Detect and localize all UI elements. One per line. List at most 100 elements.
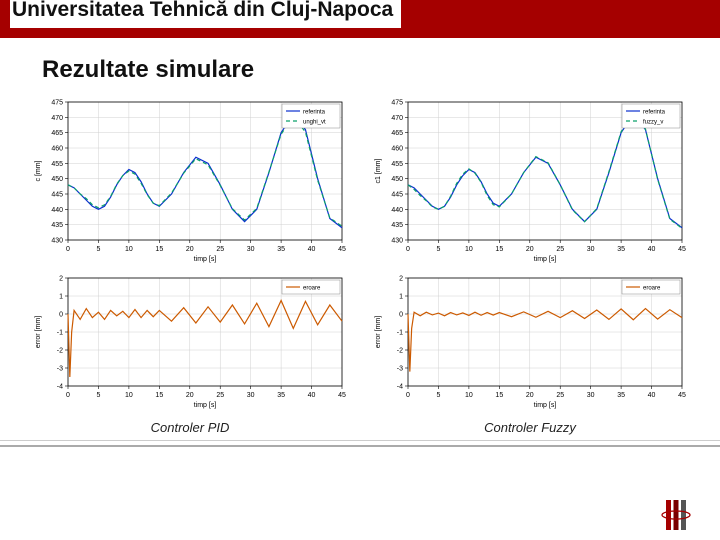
svg-text:45: 45 [678,392,686,399]
svg-text:465: 465 [51,130,63,137]
svg-text:10: 10 [465,246,473,253]
svg-text:470: 470 [51,115,63,122]
svg-text:0: 0 [59,312,63,319]
svg-text:455: 455 [391,161,403,168]
svg-text:error [mm]: error [mm] [35,316,42,348]
svg-text:475: 475 [391,100,403,107]
chart-fuzzy-tracking: 0 5 10 15 20 25 30 35 40 45 430 435 440 445 450 455 460 4… [370,94,690,264]
svg-text:25: 25 [216,392,224,399]
svg-text:10: 10 [125,392,133,399]
svg-text:15: 15 [155,392,163,399]
svg-text:fuzzy_v: fuzzy_v [643,120,663,126]
header-bar: Universitatea Tehnică din Cluj-Napoca [0,0,720,38]
svg-text:20: 20 [186,392,194,399]
svg-text:450: 450 [391,176,403,183]
svg-text:timp [s]: timp [s] [534,256,557,263]
svg-text:20: 20 [526,392,534,399]
university-logo [660,496,692,534]
svg-text:430: 430 [391,238,403,245]
svg-text:25: 25 [556,392,564,399]
svg-text:40: 40 [308,392,316,399]
svg-text:30: 30 [247,246,255,253]
svg-text:referinta: referinta [303,110,326,116]
svg-text:c [mm]: c [mm] [35,160,42,181]
section-title: Rezultate simulare [42,56,720,84]
svg-text:475: 475 [51,100,63,107]
svg-text:40: 40 [308,246,316,253]
svg-text:5: 5 [96,246,100,253]
svg-text:30: 30 [247,392,255,399]
svg-text:440: 440 [51,207,63,214]
svg-text:-1: -1 [57,330,63,337]
svg-text:40: 40 [648,246,656,253]
svg-text:460: 460 [51,146,63,153]
svg-text:-1: -1 [397,330,403,337]
svg-text:45: 45 [338,246,346,253]
svg-text:10: 10 [465,392,473,399]
svg-text:30: 30 [587,246,595,253]
footer-rule [0,440,720,447]
right-column: 0510152025303540454304354404454504554604… [370,94,690,410]
left-column: 0510152025303540454304354404454504554604… [30,94,350,410]
svg-text:-3: -3 [57,366,63,373]
svg-text:25: 25 [556,246,564,253]
svg-text:-3: -3 [397,366,403,373]
chart-pid-error: 051015202530354045-4-3-2-1012timp [s]err… [30,270,350,410]
svg-text:error [mm]: error [mm] [375,316,382,348]
svg-text:15: 15 [495,246,503,253]
svg-text:timp [s]: timp [s] [194,256,217,263]
svg-text:c1 [mm]: c1 [mm] [375,159,382,184]
svg-text:435: 435 [391,222,403,229]
header-title: Universitatea Tehnică din Cluj-Napoca [10,0,401,28]
svg-text:eroare: eroare [643,286,661,292]
svg-text:1: 1 [399,294,403,301]
svg-text:45: 45 [338,392,346,399]
caption-right: Controler Fuzzy [380,420,680,435]
charts-container: 0510152025303540454304354404454504554604… [0,94,720,410]
svg-text:470: 470 [391,115,403,122]
svg-text:0: 0 [406,246,410,253]
chart-fuzzy-error: 051015202530354045-4-3-2-1012timp [s]err… [370,270,690,410]
svg-text:35: 35 [617,392,625,399]
svg-text:10: 10 [125,246,133,253]
svg-text:450: 450 [51,176,63,183]
svg-text:5: 5 [436,246,440,253]
svg-text:45: 45 [678,246,686,253]
svg-text:-2: -2 [397,348,403,355]
footer: Controler PID Controler Fuzzy [0,410,720,435]
svg-text:35: 35 [277,246,285,253]
svg-text:-4: -4 [397,384,403,391]
svg-text:35: 35 [277,392,285,399]
svg-text:35: 35 [617,246,625,253]
svg-text:435: 435 [51,222,63,229]
caption-left: Controler PID [40,420,340,435]
svg-text:0: 0 [399,312,403,319]
svg-text:30: 30 [587,392,595,399]
svg-text:0: 0 [66,246,70,253]
svg-text:5: 5 [96,392,100,399]
svg-text:25: 25 [216,246,224,253]
svg-text:460: 460 [391,146,403,153]
svg-text:timp [s]: timp [s] [534,402,557,409]
svg-text:15: 15 [155,246,163,253]
svg-text:0: 0 [406,392,410,399]
svg-text:440: 440 [391,207,403,214]
svg-text:20: 20 [186,246,194,253]
chart-pid-tracking: 0510152025303540454304354404454504554604… [30,94,350,264]
svg-text:445: 445 [51,192,63,199]
svg-text:20: 20 [526,246,534,253]
svg-text:eroare: eroare [303,286,321,292]
svg-text:-4: -4 [57,384,63,391]
svg-text:referinta: referinta [643,110,666,116]
svg-text:40: 40 [648,392,656,399]
svg-text:445: 445 [391,192,403,199]
svg-text:-2: -2 [57,348,63,355]
svg-text:465: 465 [391,130,403,137]
svg-text:455: 455 [51,161,63,168]
svg-text:5: 5 [436,392,440,399]
svg-text:0: 0 [66,392,70,399]
svg-text:2: 2 [399,276,403,283]
svg-text:timp [s]: timp [s] [194,402,217,409]
svg-text:unghi_vt: unghi_vt [303,120,326,126]
svg-text:2: 2 [59,276,63,283]
